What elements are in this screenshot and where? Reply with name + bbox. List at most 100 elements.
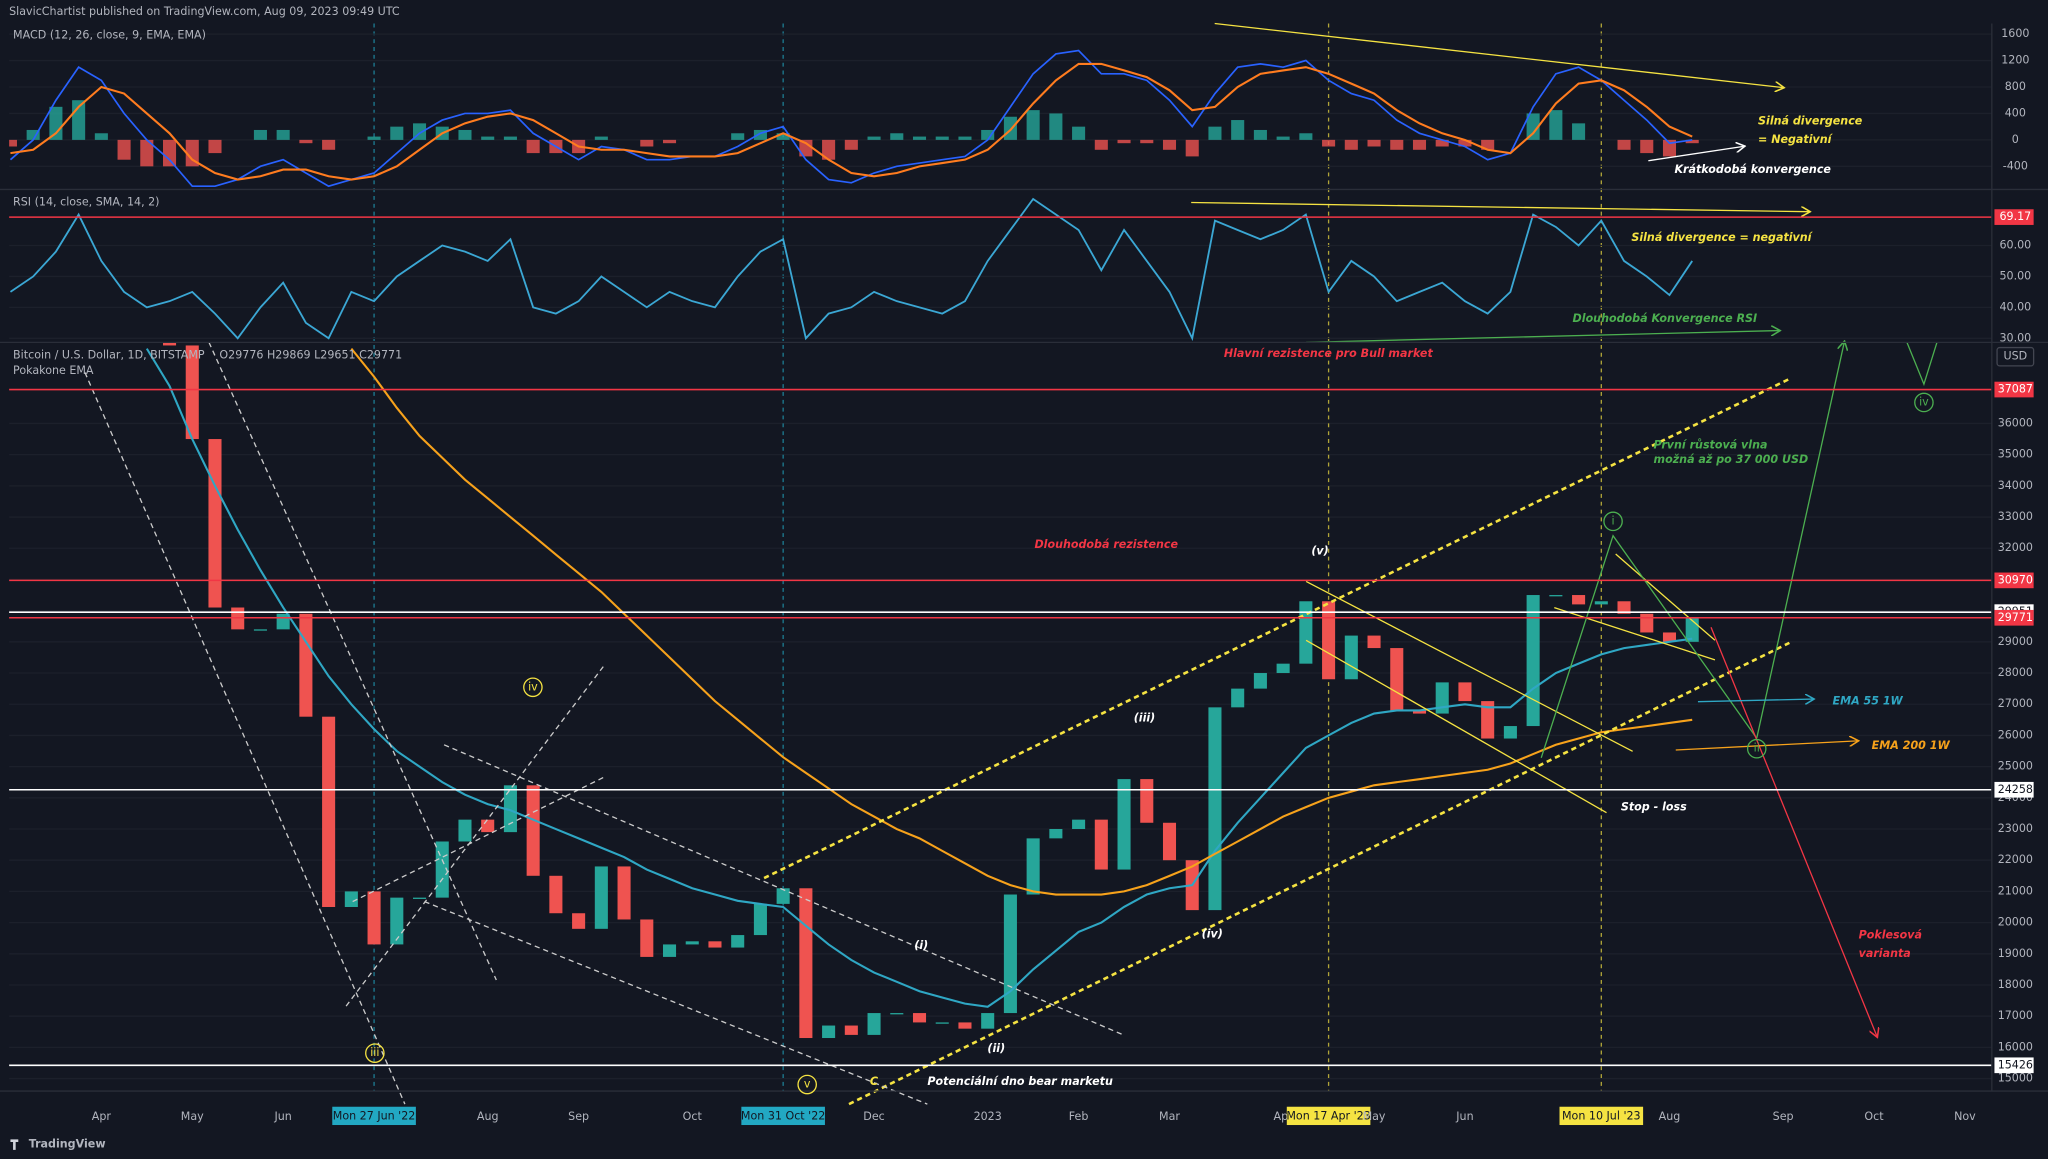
candle <box>1594 601 1608 605</box>
logo <box>10 1139 19 1150</box>
histogram-bar <box>1322 139 1336 147</box>
histogram-bar <box>322 139 336 150</box>
level-label-box <box>1994 209 2034 225</box>
price-title: Bitcoin / U.S. Dollar, 1D, BITSTAMP <box>13 348 205 361</box>
y-tick-label: 1200 <box>2001 54 2029 67</box>
candle <box>572 913 586 929</box>
ema-label: EMA 200 1W <box>1872 739 1951 752</box>
candle <box>1617 601 1631 614</box>
macd-title: MACD (12, 26, close, 9, EMA, EMA) <box>13 28 206 41</box>
annotation: Hlavní rezistence pro Bull market <box>1224 347 1434 360</box>
x-tick-label: Aug <box>1659 1110 1681 1123</box>
annotation: Stop - loss <box>1621 801 1687 814</box>
y-tick-label: 20000 <box>1998 916 2033 929</box>
annotation: varianta <box>1859 947 1911 960</box>
histogram-bar <box>1617 139 1631 150</box>
candle <box>367 891 381 945</box>
x-tick-label: Oct <box>683 1110 703 1123</box>
histogram-bar <box>799 139 813 157</box>
candle <box>1231 688 1245 708</box>
histogram-bar <box>1526 113 1540 140</box>
ema-label: EMA 55 1W <box>1832 695 1903 708</box>
wave-label: iv <box>528 680 538 693</box>
histogram-bar <box>1094 139 1108 150</box>
histogram-bar <box>208 139 222 154</box>
histogram-bar <box>1549 110 1563 140</box>
date-marker-box <box>1286 1106 1371 1126</box>
wave-path <box>1906 342 1938 387</box>
wave-circle <box>1914 392 1934 413</box>
level-label: 24258 <box>1998 783 2033 796</box>
candle <box>1344 635 1358 680</box>
histogram-bar <box>1344 139 1358 150</box>
wave-circle <box>797 1074 817 1095</box>
level-label-box <box>1994 572 2034 589</box>
rsi-pane <box>9 197 1693 342</box>
annotation: C <box>870 1075 879 1088</box>
x-tick-label: Mon 10 Jul '23 <box>1562 1110 1641 1123</box>
candle <box>1526 595 1540 727</box>
channel-line <box>345 665 604 1007</box>
rsi-title: RSI (14, close, SMA, 14, 2) <box>13 196 159 209</box>
level-label: 37087 <box>1998 383 2033 396</box>
y-tick-label: 15000 <box>1998 1072 2033 1085</box>
wave-label: iii <box>370 1046 379 1059</box>
candle <box>1026 838 1040 895</box>
candle <box>1435 682 1449 714</box>
candle <box>1412 710 1427 714</box>
x-tick-label: Jun <box>273 1110 291 1123</box>
candle <box>1162 822 1177 861</box>
x-tick-label: Mon 27 Jun '22 <box>333 1110 416 1123</box>
channel-line <box>848 641 1790 1106</box>
histogram-bar <box>890 133 904 140</box>
y-tick-label: 400 <box>2005 106 2026 119</box>
histogram-bar <box>981 129 995 140</box>
annotation: (iii) <box>1134 712 1156 725</box>
annotation: = Negativní <box>1758 133 1834 146</box>
histogram-bar <box>390 126 404 140</box>
annotation: Silná divergence <box>1758 115 1863 128</box>
annotation: Potenciální dno bear marketu <box>927 1075 1113 1088</box>
histogram-bar <box>844 139 858 150</box>
candle <box>662 944 677 957</box>
histogram-bar <box>640 139 654 147</box>
y-tick-label: 60.00 <box>1999 238 2031 251</box>
annotation: Poklesová <box>1859 929 1922 942</box>
candle <box>526 785 540 876</box>
histogram-bar <box>1390 139 1404 150</box>
candle <box>1549 595 1563 597</box>
histogram-bar <box>503 136 517 140</box>
candle <box>1640 613 1654 633</box>
annotation: (i) <box>914 939 928 952</box>
x-tick-label: May <box>1363 1110 1386 1123</box>
wave-label: v <box>804 1078 811 1091</box>
annotation: (iv) <box>1202 927 1223 940</box>
scenario-arrow <box>1710 626 1877 1036</box>
histogram-bar <box>958 136 972 140</box>
level-label-box <box>1994 381 2034 398</box>
histogram-bar <box>367 136 381 140</box>
candle <box>1276 663 1290 674</box>
y-tick-label: 19000 <box>1998 947 2033 960</box>
level-label: 29771 <box>1998 611 2033 624</box>
trend-line <box>1648 146 1743 162</box>
x-tick-label: Mon 31 Oct '22 <box>741 1110 825 1123</box>
x-tick-label: Feb <box>1069 1110 1089 1123</box>
annotation: Silná divergence = negativní <box>1631 231 1813 244</box>
series-line <box>350 347 1693 896</box>
histogram-bar <box>867 136 881 140</box>
flag-line <box>1615 553 1716 641</box>
candle <box>1662 632 1677 642</box>
channel-line <box>443 744 1124 1036</box>
candle <box>799 888 813 1039</box>
channel-line <box>352 776 604 903</box>
annotation: (v) <box>1311 544 1328 557</box>
histogram-bar <box>1231 120 1245 140</box>
y-tick-label: 28000 <box>1998 666 2033 679</box>
series-line <box>10 62 1693 181</box>
candle <box>776 888 790 904</box>
currency-box <box>1996 346 2035 367</box>
histogram-bar <box>185 139 199 167</box>
candle <box>253 629 267 631</box>
